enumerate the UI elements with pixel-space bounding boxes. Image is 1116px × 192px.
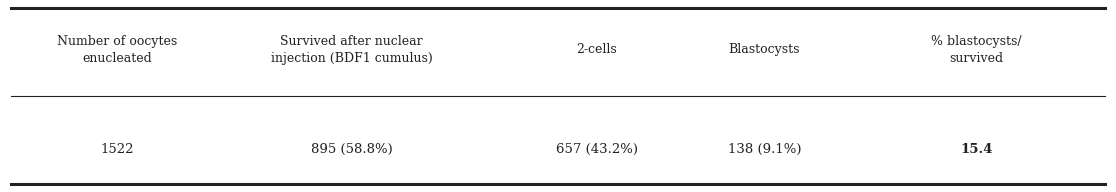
Text: 138 (9.1%): 138 (9.1%) [728, 143, 801, 156]
Text: 2-cells: 2-cells [577, 43, 617, 56]
Text: 15.4: 15.4 [960, 143, 993, 156]
Text: % blastocysts/
survived: % blastocysts/ survived [931, 35, 1022, 65]
Text: Survived after nuclear
injection (BDF1 cumulus): Survived after nuclear injection (BDF1 c… [271, 35, 432, 65]
Text: Number of oocytes
enucleated: Number of oocytes enucleated [57, 35, 177, 65]
Text: 657 (43.2%): 657 (43.2%) [556, 143, 638, 156]
Text: 1522: 1522 [100, 143, 134, 156]
Text: Blastocysts: Blastocysts [729, 43, 800, 56]
Text: 895 (58.8%): 895 (58.8%) [310, 143, 393, 156]
